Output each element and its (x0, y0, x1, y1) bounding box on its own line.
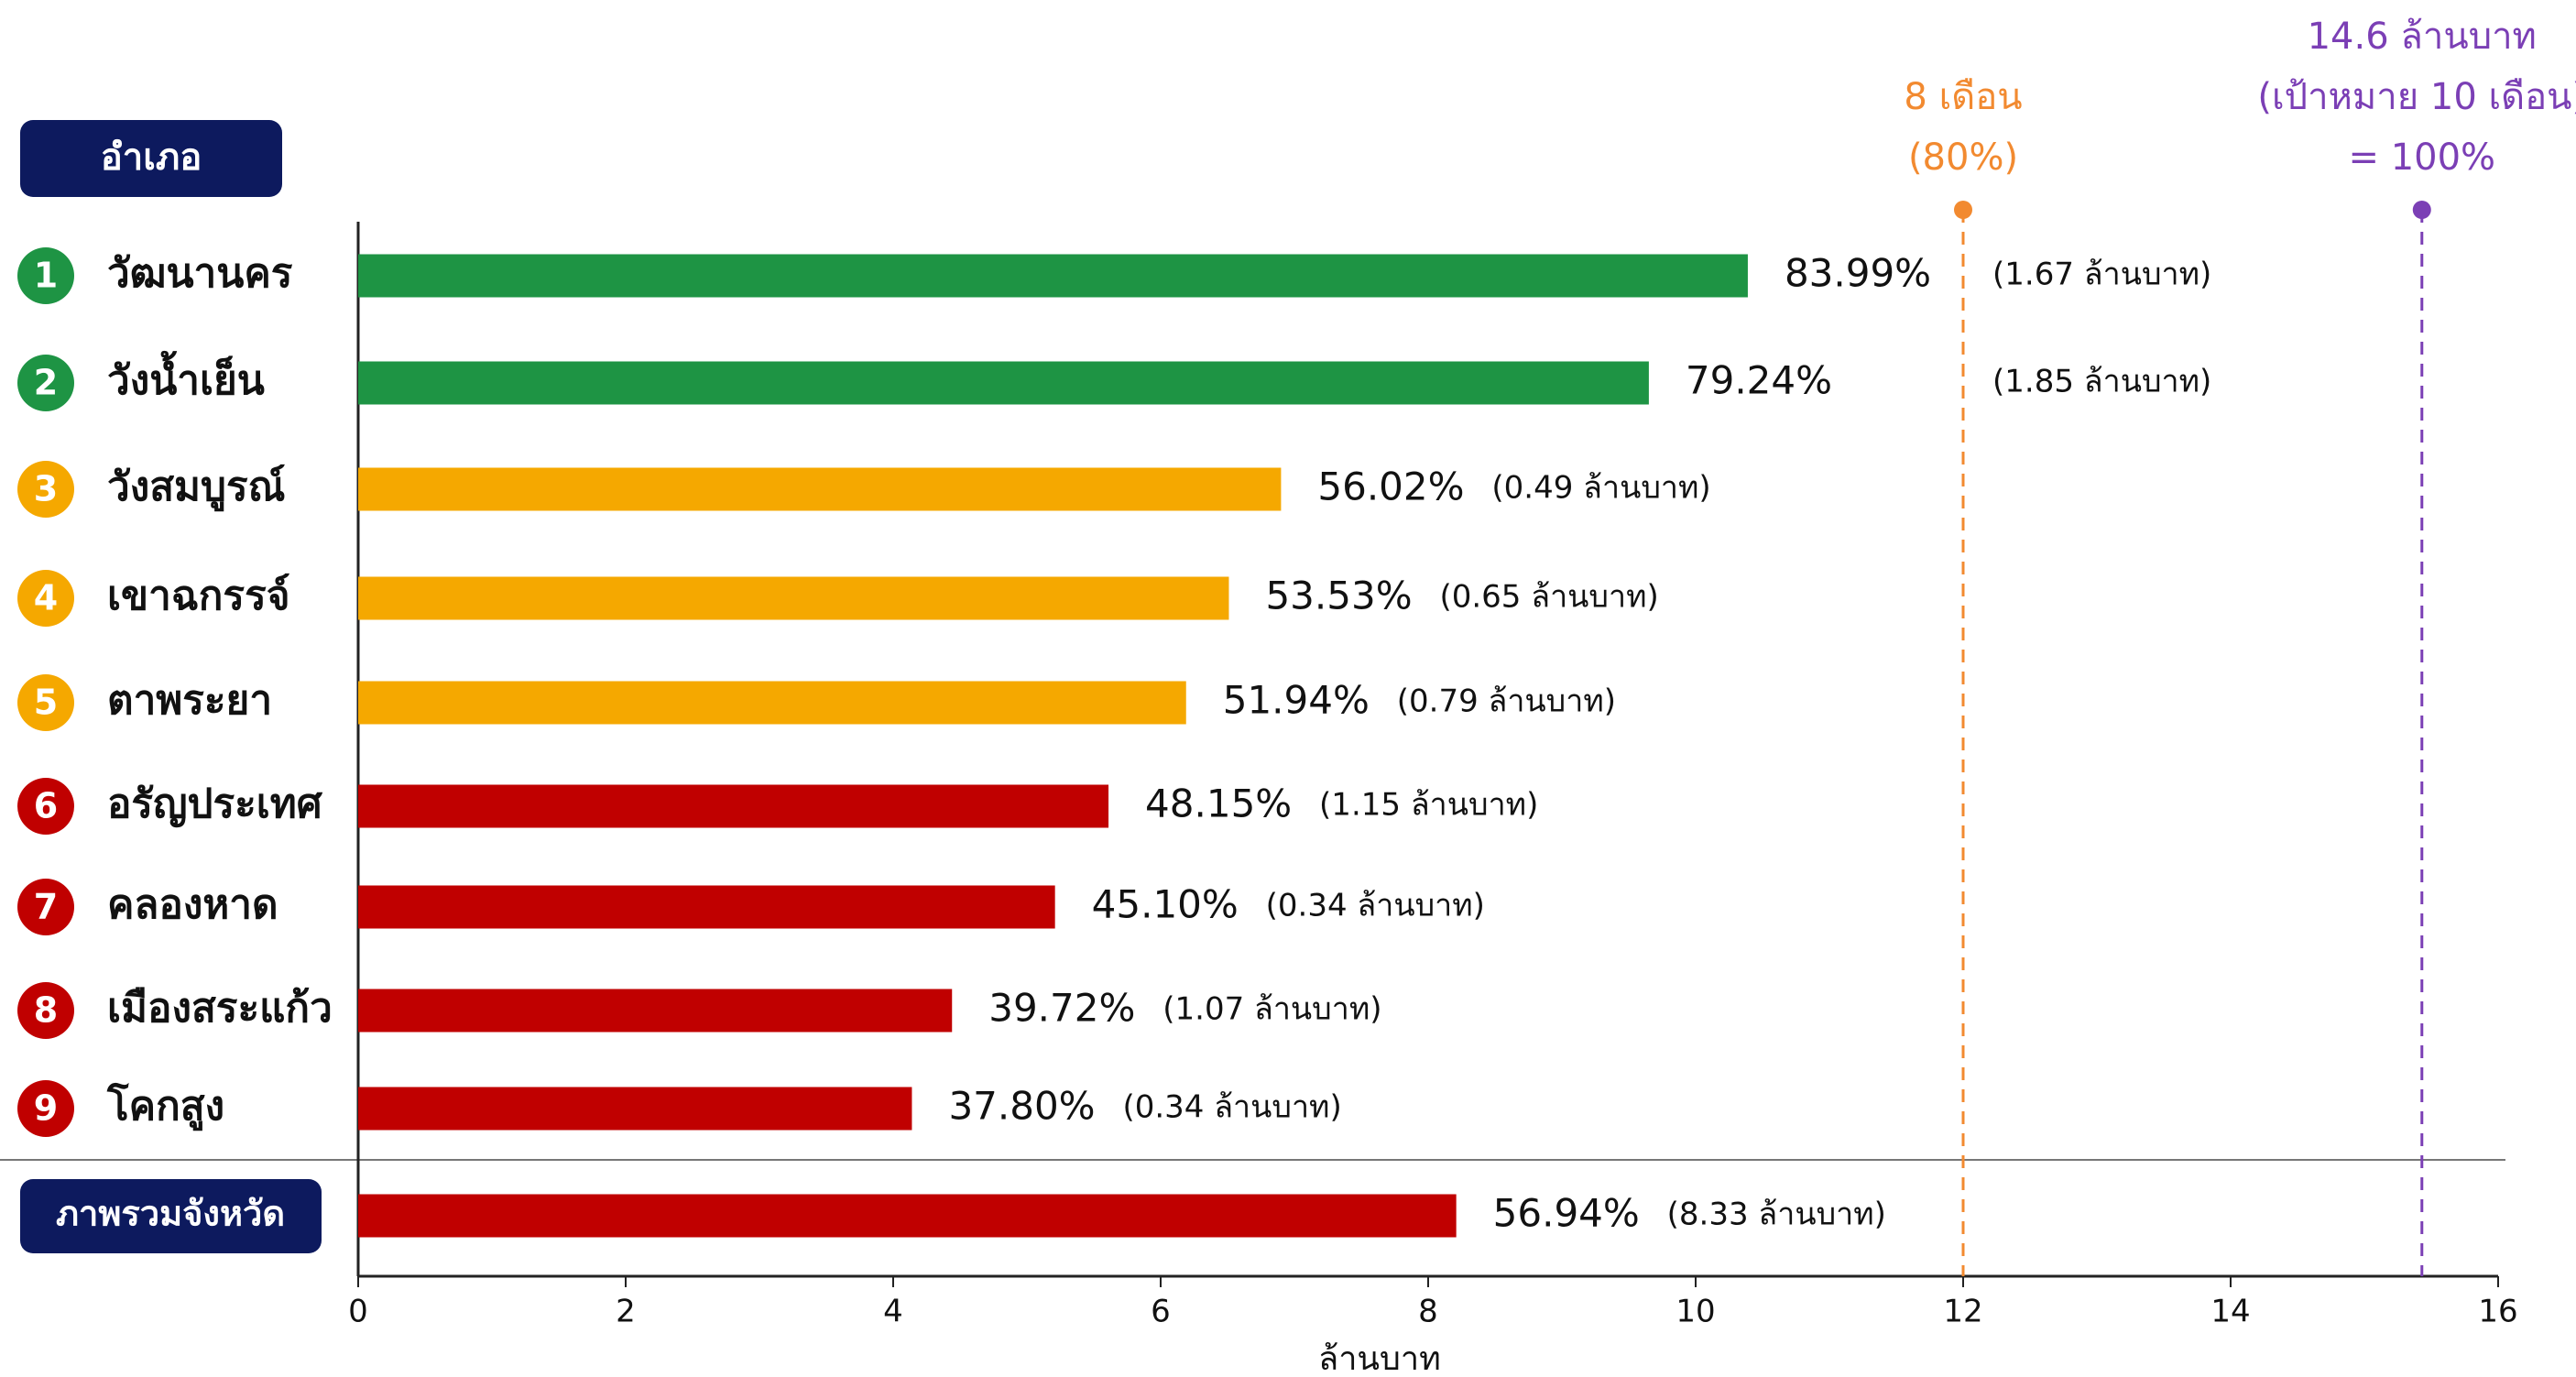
reference-dot (1954, 201, 1972, 219)
percent-label: 39.72% (988, 986, 1135, 1031)
rank-circle (17, 674, 74, 731)
percent-label: 79.24% (1686, 358, 1832, 403)
amount-label: (0.49 ล้านบาท) (1491, 470, 1710, 507)
percent-label: 53.53% (1265, 574, 1412, 618)
rank-circle (17, 778, 74, 835)
header-label: อำเภอ (101, 137, 202, 179)
rank-label: 7 (34, 887, 58, 927)
rank-label: 3 (34, 469, 58, 509)
percent-label: 56.02% (1317, 464, 1464, 509)
x-tick-label: 4 (883, 1294, 903, 1330)
category-label: วัฒนานคร (107, 250, 293, 297)
rank-circle (17, 355, 74, 411)
reference-label: (80%) (1908, 137, 2018, 179)
amount-label: (1.85 ล้านบาท) (1992, 364, 2211, 400)
total-badge (20, 1179, 322, 1253)
reference-dot (2412, 201, 2431, 219)
category-label: ตาพระยา (107, 677, 272, 724)
rank-label: 2 (34, 363, 58, 403)
amount-label: (0.79 ล้านบาท) (1397, 683, 1616, 720)
reference-label: = 100% (2348, 137, 2495, 179)
category-label: ภาพรวมจังหวัด (56, 1194, 285, 1234)
category-label: วังสมบูรณ์ (107, 464, 285, 511)
bar (358, 1087, 912, 1131)
x-tick-label: 14 (2210, 1294, 2250, 1330)
x-axis-label: ล้านบาท (1318, 1340, 1441, 1377)
percent-label: 51.94% (1223, 678, 1370, 723)
amount-label: (1.67 ล้านบาท) (1992, 257, 2211, 293)
rank-circle (17, 982, 74, 1039)
x-tick-label: 0 (348, 1294, 368, 1330)
amount-label: (1.07 ล้านบาท) (1162, 991, 1381, 1028)
rank-label: 9 (34, 1088, 58, 1129)
percent-label: 48.15% (1145, 781, 1292, 826)
rank-circle (17, 247, 74, 304)
x-tick-label: 10 (1675, 1294, 1715, 1330)
amount-label: (1.15 ล้านบาท) (1319, 787, 1538, 824)
rank-circle (17, 461, 74, 518)
percent-label: 37.80% (948, 1084, 1095, 1129)
rank-circle (17, 879, 74, 935)
header-badge (20, 120, 282, 197)
bar (358, 784, 1109, 828)
rank-label: 1 (34, 256, 58, 296)
category-label: เขาฉกรรจ์ (107, 573, 289, 619)
rank-label: 6 (34, 786, 58, 826)
category-label: คลองหาด (107, 881, 278, 928)
rank-label: 5 (34, 683, 58, 723)
bar (358, 254, 1748, 298)
percent-label: 56.94% (1493, 1191, 1640, 1236)
x-tick-label: 2 (616, 1294, 636, 1330)
amount-label: (0.34 ล้านบาท) (1122, 1089, 1341, 1126)
percent-label: 45.10% (1092, 882, 1239, 927)
x-tick-label: 12 (1943, 1294, 1982, 1330)
rank-label: 8 (34, 990, 58, 1031)
bar (358, 1194, 1457, 1238)
amount-label: (0.34 ล้านบาท) (1266, 888, 1485, 924)
category-label: อรัญประเทศ (107, 781, 323, 827)
x-tick-label: 16 (2478, 1294, 2517, 1330)
category-label: วังน้ำเย็น (107, 350, 265, 404)
percent-label: 83.99% (1785, 251, 1931, 296)
bar (358, 467, 1282, 511)
amount-label: (0.65 ล้านบาท) (1439, 579, 1658, 616)
rank-label: 4 (34, 578, 58, 618)
bar (358, 681, 1186, 725)
reference-label: (เป้าหมาย 10 เดือน) (2257, 76, 2576, 118)
bar (358, 989, 953, 1033)
rank-circle (17, 570, 74, 627)
reference-label: 14.6 ล้านบาท (2308, 16, 2537, 58)
x-tick-label: 8 (1418, 1294, 1438, 1330)
bar (358, 361, 1649, 405)
rank-circle (17, 1080, 74, 1137)
bar (358, 576, 1229, 620)
bar (358, 885, 1055, 929)
amount-label: (8.33 ล้านบาท) (1667, 1197, 1886, 1233)
category-label: เมืองสระแก้ว (107, 985, 333, 1032)
reference-label: 8 เดือน (1904, 76, 2022, 118)
x-tick-label: 6 (1151, 1294, 1171, 1330)
category-label: โคกสูง (106, 1081, 224, 1131)
